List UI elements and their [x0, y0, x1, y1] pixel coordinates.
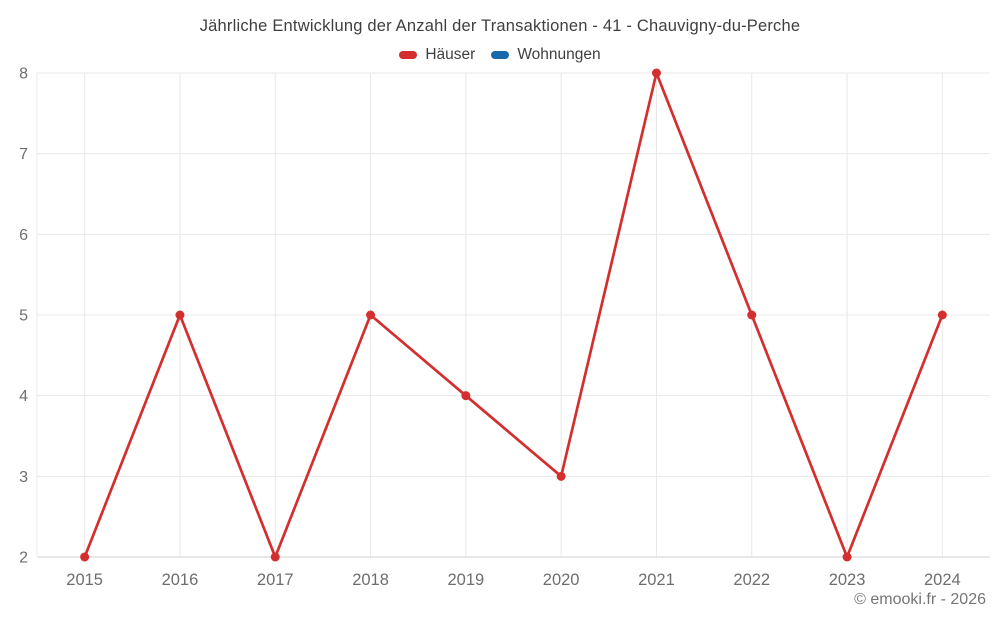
data-point-marker[interactable] [842, 552, 852, 562]
x-axis-tick-label: 2018 [352, 571, 389, 589]
data-point-marker[interactable] [175, 310, 185, 320]
y-axis-tick-label: 2 [19, 550, 28, 567]
chart-title: Jährliche Entwicklung der Anzahl der Tra… [199, 17, 801, 35]
data-point-marker[interactable] [747, 310, 757, 320]
y-axis-tick-label: 6 [19, 227, 28, 244]
data-point-marker[interactable] [556, 471, 566, 481]
data-point-marker[interactable] [937, 310, 947, 320]
legend-swatch-icon [491, 51, 510, 59]
y-axis-tick-label: 7 [19, 146, 28, 163]
y-axis-tick-label: 5 [19, 308, 28, 325]
y-axis-tick-label: 8 [19, 66, 28, 83]
series-line-häuser [83, 71, 944, 559]
watermark-credit: © emooki.fr - 2026 [854, 591, 986, 608]
x-axis-tick-label: 2021 [638, 571, 675, 589]
data-point-marker[interactable] [366, 310, 376, 320]
legend-swatch-icon [399, 51, 418, 59]
x-axis-tick-label: 2016 [162, 571, 199, 589]
x-axis-tick-label: 2017 [257, 571, 294, 589]
data-point-marker[interactable] [651, 68, 661, 78]
legend-label: Häuser [425, 46, 476, 63]
legend-item-wohnungen[interactable]: Wohnungen [491, 46, 601, 64]
y-axis-tick-label: 4 [19, 388, 28, 405]
data-point-marker[interactable] [80, 552, 90, 562]
x-axis-tick-label: 2019 [447, 571, 484, 589]
x-axis-tick-label: 2023 [829, 571, 866, 589]
x-axis-tick-label: 2024 [924, 571, 961, 589]
x-axis-tick-label: 2015 [66, 571, 103, 589]
data-point-marker[interactable] [461, 391, 471, 401]
data-point-marker[interactable] [270, 552, 280, 562]
legend-item-häuser[interactable]: Häuser [399, 46, 475, 64]
chart-legend: Häuser Wohnungen [0, 46, 1000, 64]
legend-label: Wohnungen [517, 46, 601, 63]
y-axis-tick-label: 3 [19, 469, 28, 486]
x-axis-tick-label: 2020 [543, 571, 580, 589]
x-axis-tick-label: 2022 [733, 571, 770, 589]
